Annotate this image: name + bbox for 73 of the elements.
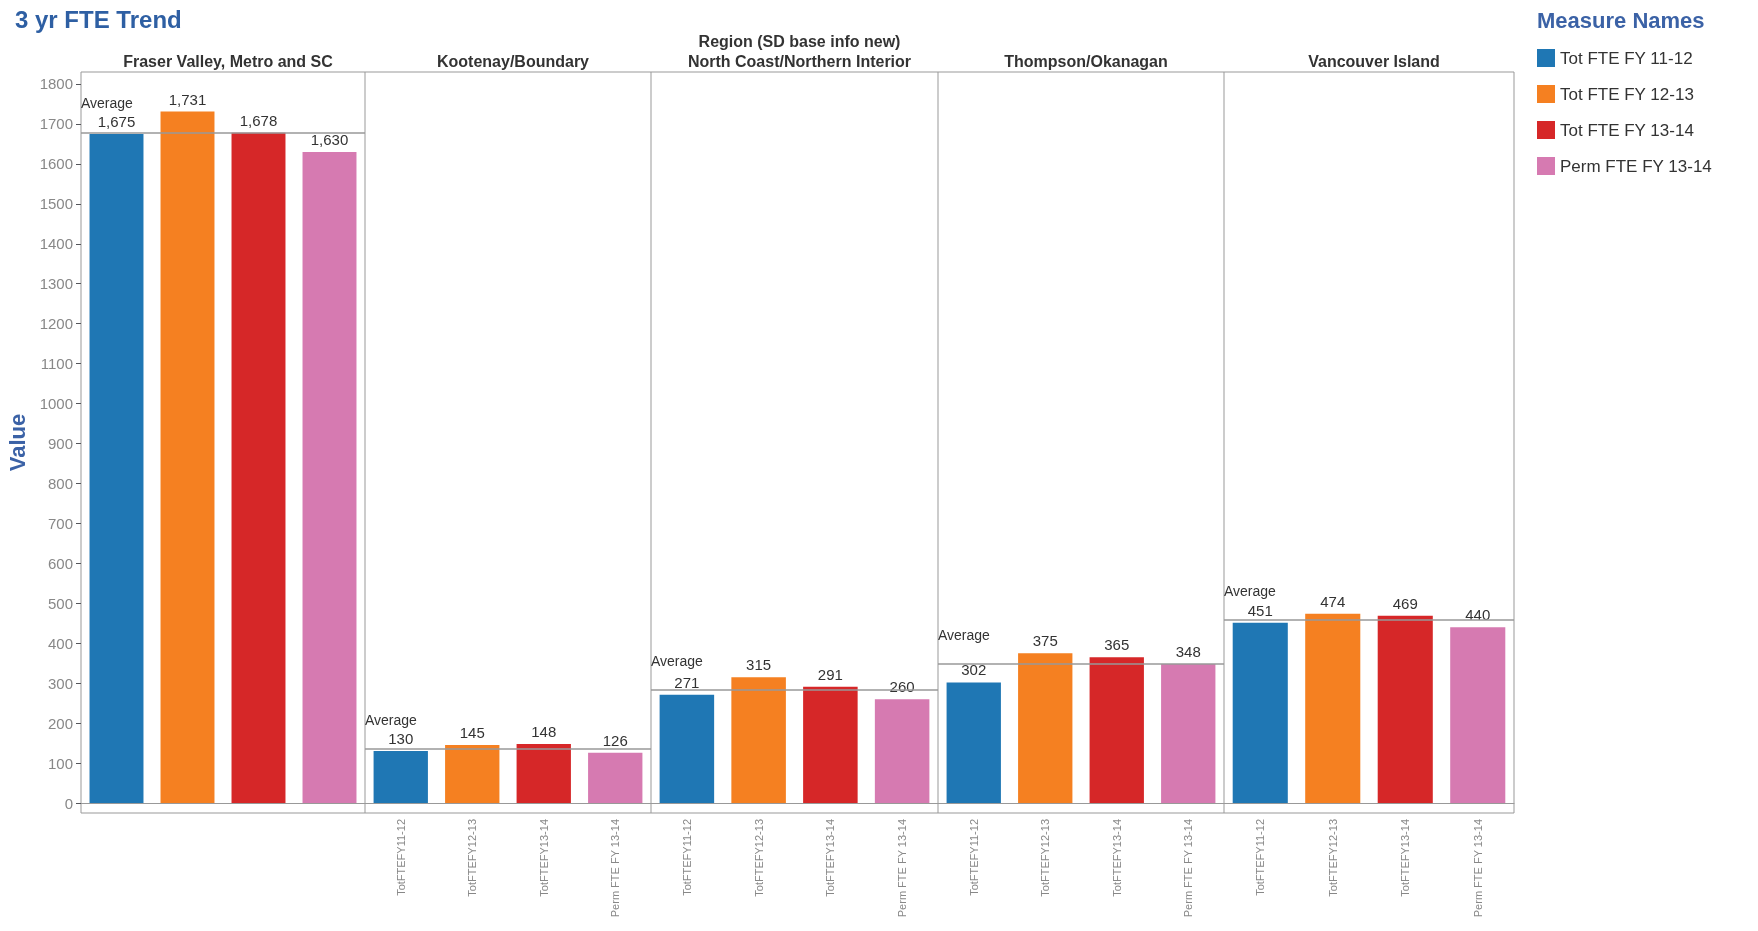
y-tick-label: 600	[47, 554, 73, 572]
ref-line-label: Average	[651, 652, 704, 669]
data-label: 1,630	[310, 130, 349, 148]
data-label: 148	[531, 722, 557, 740]
ref-line-label: Average	[365, 711, 418, 728]
legend-label: Tot FTE FY 13-14	[1560, 120, 1694, 140]
data-label: 474	[1320, 592, 1346, 610]
data-label: 302	[961, 661, 987, 679]
data-label: 271	[674, 673, 700, 691]
y-tick-label: 1000	[39, 395, 73, 413]
x-tick-label: TotFTEFY13-14	[824, 819, 837, 897]
data-label: 260	[889, 678, 915, 696]
data-label: 451	[1247, 601, 1273, 619]
y-tick-label: 500	[47, 594, 73, 612]
x-axis-title: Region (SD base info new)	[698, 32, 901, 50]
y-tick-label: 1200	[39, 315, 73, 333]
data-label: 291	[817, 665, 843, 683]
y-axis-title: Value	[5, 413, 31, 472]
x-tick-label: TotFTEFY12-13	[466, 819, 479, 897]
x-tick-label: Perm FTE FY 13-14	[609, 819, 622, 918]
y-tick-label: 800	[47, 474, 73, 492]
x-tick-label: TotFTEFY11-12	[394, 819, 407, 896]
text: 3 yr FTE Trend	[15, 5, 182, 33]
x-tick-label: TotFTEFY13-14	[1110, 819, 1123, 897]
y-tick-label: 100	[47, 754, 73, 772]
legend-label: Tot FTE FY 12-13	[1560, 84, 1694, 104]
x-tick-label: TotFTEFY13-14	[537, 819, 550, 897]
x-tick-label: TotFTEFY12-13	[1326, 819, 1339, 897]
y-tick-label: 1600	[39, 155, 73, 173]
data-label: 1,675	[97, 112, 136, 130]
y-tick-label: 1400	[39, 235, 73, 253]
y-tick-label: 1700	[39, 115, 73, 133]
data-label: 1,678	[239, 111, 278, 129]
chart-title: Thompson/Okanagan	[1004, 52, 1168, 70]
chart-title: Kootenay/Boundary	[436, 52, 590, 70]
data-label: 440	[1465, 606, 1491, 624]
x-tick-label: TotFTEFY12-13	[1039, 819, 1052, 897]
data-label: 365	[1104, 636, 1130, 654]
legend-label: Perm FTE FY 13-14	[1560, 156, 1712, 176]
legend-label: Tot FTE FY 11-12	[1560, 48, 1693, 68]
x-tick-label: TotFTEFY11-12	[967, 819, 980, 896]
y-tick-label: 1300	[39, 275, 73, 293]
data-label: 130	[388, 730, 414, 748]
ref-line-label: Average	[938, 627, 991, 643]
chart-title: North Coast/Northern Interior	[687, 52, 912, 70]
y-tick-label: 700	[47, 514, 73, 532]
x-tick-label: Perm FTE FY 13-14	[896, 819, 909, 918]
x-tick-label: Perm FTE FY 13-14	[1182, 819, 1195, 918]
x-tick-label: TotFTEFY13-14	[1399, 819, 1412, 897]
y-tick-label: 300	[47, 674, 73, 692]
ref-line-label: Average	[1224, 582, 1277, 599]
y-tick-label: 1500	[39, 195, 73, 213]
legend-title: Measure Names	[1537, 7, 1705, 33]
data-label: 126	[602, 731, 628, 749]
y-tick-label: 200	[47, 714, 73, 732]
y-tick-label: 1800	[39, 75, 73, 93]
data-label: 375	[1032, 632, 1058, 650]
chart-title: Fraser Valley, Metro and SC	[123, 52, 334, 70]
y-tick-label: 1100	[40, 355, 73, 373]
data-label: 315	[746, 656, 772, 674]
x-tick-label: Perm FTE FY 13-14	[1471, 819, 1484, 918]
ref-line-label: Average	[81, 95, 134, 112]
x-tick-label: TotFTEFY12-13	[752, 819, 765, 897]
x-tick-label: TotFTEFY11-12	[680, 819, 693, 896]
x-tick-label: TotFTEFY11-12	[1254, 819, 1267, 896]
data-label: 469	[1392, 594, 1418, 612]
data-label: 348	[1175, 643, 1201, 660]
data-label: 1,731	[168, 90, 207, 108]
y-tick-label: 900	[47, 435, 73, 452]
data-label: 145	[459, 724, 485, 742]
chart-title: Vancouver Island	[1308, 52, 1440, 70]
y-tick-label: 400	[47, 634, 73, 652]
y-tick-label: 0	[64, 794, 73, 812]
